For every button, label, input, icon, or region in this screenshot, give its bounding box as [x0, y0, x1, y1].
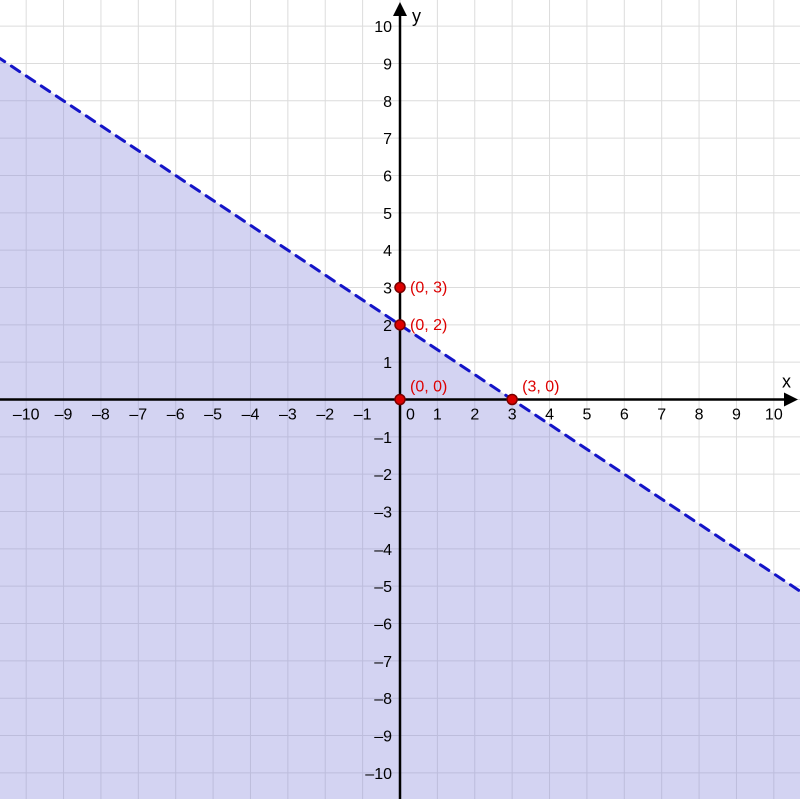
svg-text:10: 10: [765, 407, 783, 424]
svg-text:–9: –9: [55, 407, 73, 424]
point-label: (3, 0): [522, 379, 559, 396]
svg-text:–4: –4: [374, 542, 392, 559]
svg-text:–10: –10: [13, 407, 40, 424]
svg-text:7: 7: [657, 407, 666, 424]
svg-text:–5: –5: [374, 579, 392, 596]
svg-text:3: 3: [383, 280, 392, 297]
svg-text:9: 9: [383, 56, 392, 73]
plot-point: [395, 320, 405, 330]
svg-text:2: 2: [470, 407, 479, 424]
point-label: (0, 3): [410, 279, 447, 296]
svg-text:–8: –8: [92, 407, 110, 424]
svg-text:8: 8: [695, 407, 704, 424]
svg-text:10: 10: [374, 19, 392, 36]
svg-text:8: 8: [383, 94, 392, 111]
svg-text:6: 6: [620, 407, 629, 424]
svg-text:6: 6: [383, 168, 392, 185]
point-label: (0, 2): [410, 317, 447, 334]
svg-text:–4: –4: [242, 407, 260, 424]
svg-text:–3: –3: [374, 505, 392, 522]
svg-text:–7: –7: [129, 407, 147, 424]
plot-point: [507, 395, 517, 405]
svg-text:9: 9: [732, 407, 741, 424]
svg-text:3: 3: [508, 407, 517, 424]
svg-text:–2: –2: [316, 407, 334, 424]
y-axis-label: y: [412, 6, 421, 26]
svg-text:–5: –5: [204, 407, 222, 424]
svg-text:–3: –3: [279, 407, 297, 424]
svg-text:–10: –10: [365, 766, 392, 783]
x-axis-label: x: [782, 372, 791, 392]
svg-text:–6: –6: [374, 617, 392, 634]
plot-point: [395, 395, 405, 405]
svg-text:1: 1: [433, 407, 442, 424]
svg-text:–1: –1: [354, 407, 372, 424]
svg-text:5: 5: [582, 407, 591, 424]
svg-text:7: 7: [383, 131, 392, 148]
point-label: (0, 0): [410, 379, 447, 396]
svg-text:–6: –6: [167, 407, 185, 424]
svg-text:–1: –1: [374, 430, 392, 447]
svg-text:–8: –8: [374, 691, 392, 708]
svg-text:4: 4: [383, 243, 392, 260]
svg-text:0: 0: [406, 407, 415, 424]
plot-point: [395, 282, 405, 292]
svg-text:5: 5: [383, 206, 392, 223]
svg-text:1: 1: [383, 355, 392, 372]
svg-text:–9: –9: [374, 729, 392, 746]
inequality-graph: –10–9–8–7–6–5–4–3–2–1012345678910–10–9–8…: [0, 0, 800, 799]
svg-text:–7: –7: [374, 654, 392, 671]
svg-text:–2: –2: [374, 467, 392, 484]
svg-text:4: 4: [545, 407, 554, 424]
